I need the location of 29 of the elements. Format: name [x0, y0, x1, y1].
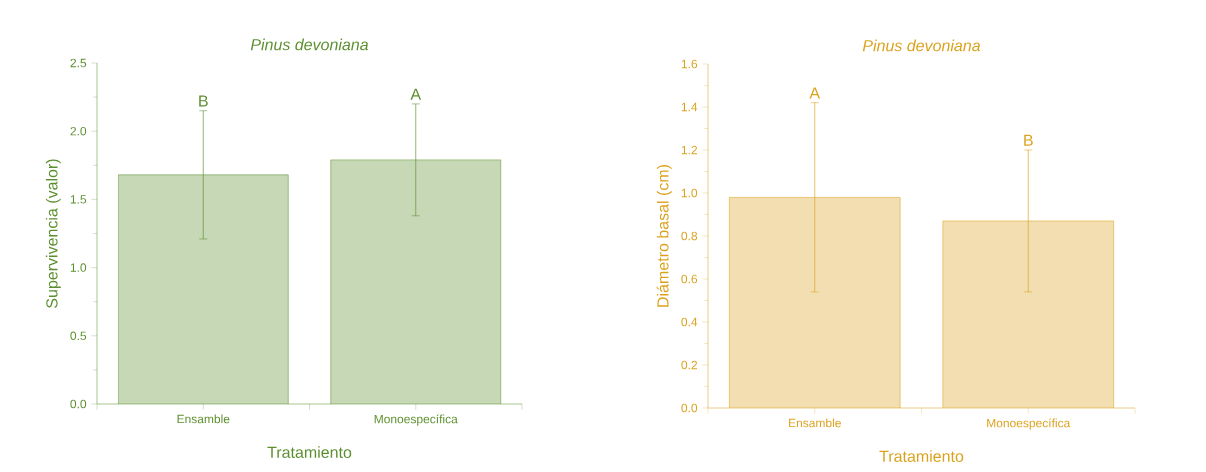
y-axis-title: Supervivencia (valor) [45, 159, 61, 308]
y-tick-label: 0.0 [70, 399, 87, 409]
y-tick-label: 1.2 [681, 145, 697, 155]
x-axis-title: Tratamiento [267, 446, 352, 458]
annotation: B [1024, 134, 1033, 146]
annotation: B [199, 95, 208, 107]
y-tick-label: 1.0 [681, 188, 698, 198]
y-tick-label: 1.4 [681, 102, 698, 112]
y-tick-label: 1.0 [70, 263, 87, 272]
y-tick-label: 2.5 [70, 58, 87, 68]
annotation: A [809, 87, 821, 99]
chart-title: Pinus devoniana [862, 39, 981, 52]
chart-title: Pinus devoniana [250, 38, 369, 51]
y-tick-label: 0.0 [681, 403, 698, 413]
y-tick-label: 2.0 [70, 126, 87, 136]
y-axis-title: Diámetro basal (cm) [656, 165, 672, 307]
x-axis-title: Tratamiento [879, 450, 964, 462]
y-tick-label: 0.4 [681, 317, 698, 327]
annotation: A [410, 88, 422, 100]
y-tick-label: 0.6 [681, 274, 698, 284]
x-tick-label: Monoespecífica [987, 418, 1071, 430]
y-tick-label: 0.2 [681, 360, 697, 370]
y-tick-label: 1.5 [70, 195, 87, 204]
x-tick-label: Ensamble [789, 418, 841, 428]
x-tick-label: Monoespecífica [374, 414, 458, 426]
y-tick-label: 1.6 [681, 59, 698, 69]
y-tick-label: 0.5 [70, 331, 87, 341]
x-tick-label: Ensamble [177, 414, 230, 424]
y-tick-label: 0.8 [681, 231, 698, 241]
